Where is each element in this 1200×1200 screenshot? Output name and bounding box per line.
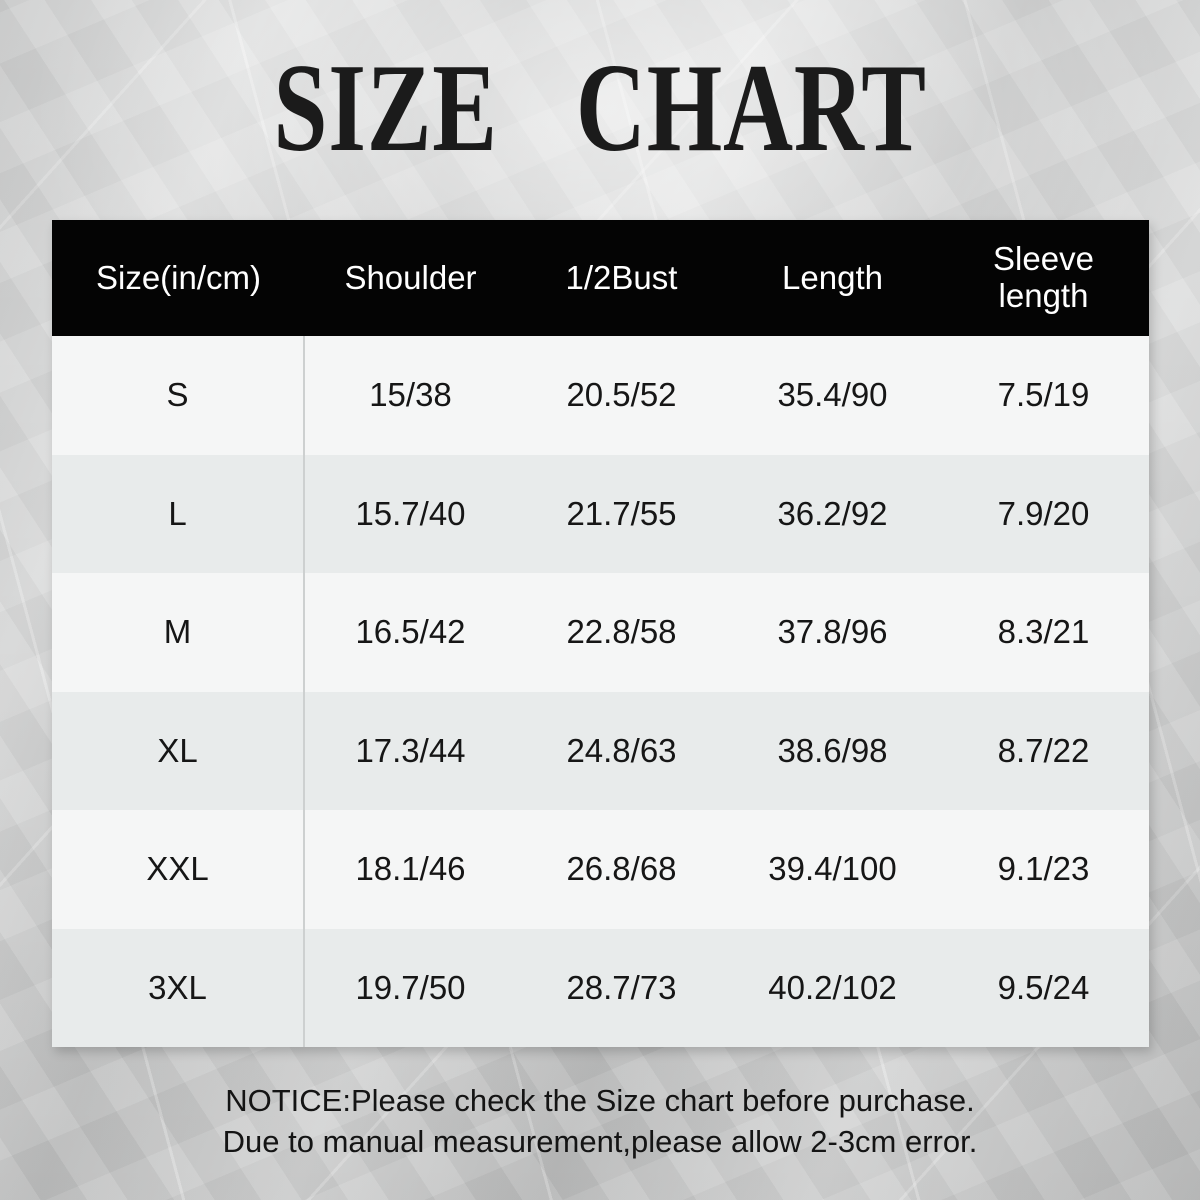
header-label-half-bust: 1/2Bust — [565, 258, 678, 296]
cell-half-bust: 28.7/73 — [566, 968, 677, 1006]
size-chart-table: Size(in/cm) Shoulder 1/2Bust Length Slee… — [52, 220, 1149, 1047]
header-label-shoulder: Shoulder — [344, 258, 477, 296]
cell-sleeve-length: 7.5/19 — [997, 376, 1090, 414]
table-row-l: L 15.7/40 21.7/55 36.2/92 7.9/20 — [52, 454, 1149, 573]
header-label-length: Length — [782, 258, 883, 296]
cell-shoulder: 16.5/42 — [355, 613, 466, 651]
cell-length: 37.8/96 — [777, 613, 888, 651]
cell-shoulder: 19.7/50 — [355, 968, 466, 1006]
notice-text: NOTICE:Please check the Size chart befor… — [0, 1080, 1200, 1162]
header-cell-length: Length — [727, 220, 938, 336]
header-cell-shoulder: Shoulder — [305, 220, 516, 336]
header-cell-sleeve-length: Sleeve length — [938, 220, 1149, 336]
cell-half-bust: 20.5/52 — [566, 376, 677, 414]
cell-half-bust: 21.7/55 — [566, 494, 677, 532]
page-title: SIZE CHART — [273, 39, 927, 178]
table-row-xxl: XXL 18.1/46 26.8/68 39.4/100 9.1/23 — [52, 810, 1149, 929]
table-row-m: M 16.5/42 22.8/58 37.8/96 8.3/21 — [52, 573, 1149, 692]
cell-size: 3XL — [52, 928, 305, 1047]
header-label-sleeve-length: Sleeve length — [993, 240, 1094, 314]
table-header-row: Size(in/cm) Shoulder 1/2Bust Length Slee… — [52, 220, 1149, 336]
cell-length: 35.4/90 — [777, 376, 888, 414]
table-row-3xl: 3XL 19.7/50 28.7/73 40.2/102 9.5/24 — [52, 928, 1149, 1047]
cell-sleeve-length: 8.3/21 — [997, 613, 1090, 651]
notice-line-1: NOTICE:Please check the Size chart befor… — [225, 1083, 975, 1118]
cell-size: L — [52, 454, 305, 573]
cell-shoulder: 15/38 — [369, 376, 452, 414]
header-label-size: Size(in/cm) — [95, 258, 262, 296]
cell-sleeve-length: 9.1/23 — [997, 850, 1090, 888]
table-row-s: S 15/38 20.5/52 35.4/90 7.5/19 — [52, 336, 1149, 455]
cell-size: XL — [52, 691, 305, 810]
cell-shoulder: 18.1/46 — [355, 850, 466, 888]
notice-line-2: Due to manual measurement,please allow 2… — [222, 1124, 978, 1159]
cell-size: S — [52, 336, 305, 455]
header-cell-size: Size(in/cm) — [52, 220, 305, 336]
cell-half-bust: 26.8/68 — [566, 850, 677, 888]
cell-length: 38.6/98 — [777, 731, 888, 769]
cell-length: 39.4/100 — [768, 850, 897, 888]
cell-half-bust: 22.8/58 — [566, 613, 677, 651]
cell-sleeve-length: 7.9/20 — [997, 494, 1090, 532]
cell-sleeve-length: 9.5/24 — [997, 968, 1090, 1006]
table-row-xl: XL 17.3/44 24.8/63 38.6/98 8.7/22 — [52, 691, 1149, 810]
cell-shoulder: 17.3/44 — [355, 731, 466, 769]
cell-size: M — [52, 573, 305, 692]
title-area: SIZE CHART — [0, 0, 1200, 218]
cell-length: 40.2/102 — [768, 968, 897, 1006]
cell-sleeve-length: 8.7/22 — [997, 731, 1090, 769]
cell-half-bust: 24.8/63 — [566, 731, 677, 769]
cell-length: 36.2/92 — [777, 494, 888, 532]
cell-shoulder: 15.7/40 — [355, 494, 466, 532]
cell-size: XXL — [52, 810, 305, 929]
header-cell-half-bust: 1/2Bust — [516, 220, 727, 336]
